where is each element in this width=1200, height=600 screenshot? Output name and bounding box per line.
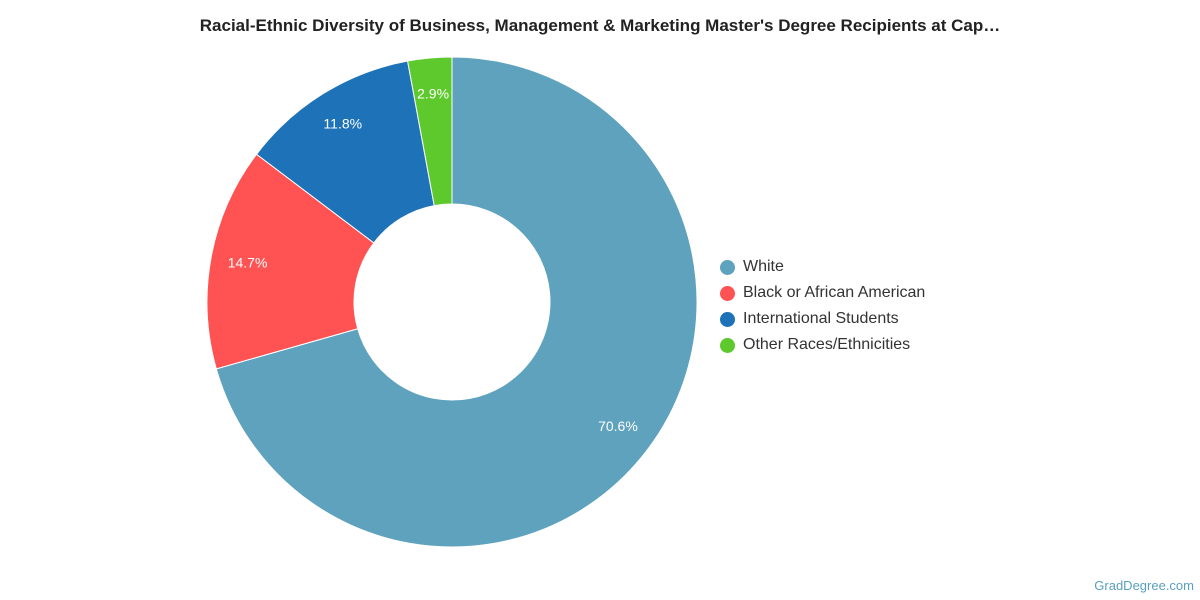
legend-label-white: White <box>743 258 784 275</box>
legend-label-black-or-african-american: Black or African American <box>743 284 926 301</box>
slice-white[interactable] <box>215 56 698 548</box>
slice-label-black-or-african-american: 14.7% <box>228 254 268 270</box>
legend-swatch-black-or-african-american <box>720 285 735 301</box>
legend-item-black-or-african-american[interactable]: Black or African American <box>720 280 925 306</box>
chart-legend: White Black or African American Internat… <box>720 254 925 358</box>
donut-slices <box>206 56 698 548</box>
slice-black-or-african-american[interactable] <box>206 153 375 370</box>
legend-label-other-races-ethnicities: Other Races/Ethnicities <box>743 336 911 353</box>
slice-label-international-students: 11.8% <box>323 116 362 132</box>
legend-item-other-races-ethnicities[interactable]: Other Races/Ethnicities <box>720 332 925 358</box>
chart-title: Racial-Ethnic Diversity of Business, Man… <box>199 16 1001 35</box>
slice-other-races-ethnicities[interactable] <box>407 56 453 207</box>
legend-item-white[interactable]: White <box>720 254 925 280</box>
legend-swatch-white <box>720 259 735 275</box>
legend-swatch-international-students <box>720 311 735 327</box>
legend-label-international-students: International Students <box>743 310 899 327</box>
credit-link[interactable]: GradDegree.com <box>1094 578 1194 593</box>
slice-label-other-races-ethnicities: 2.9% <box>417 86 449 102</box>
slice-international-students[interactable] <box>255 60 435 244</box>
slice-label-white: 70.6% <box>598 418 638 434</box>
legend-item-international-students[interactable]: International Students <box>720 306 925 332</box>
legend-swatch-other-races-ethnicities <box>720 337 735 353</box>
donut-slice-labels: 70.6% 14.7% 11.8% 2.9% <box>228 86 638 435</box>
